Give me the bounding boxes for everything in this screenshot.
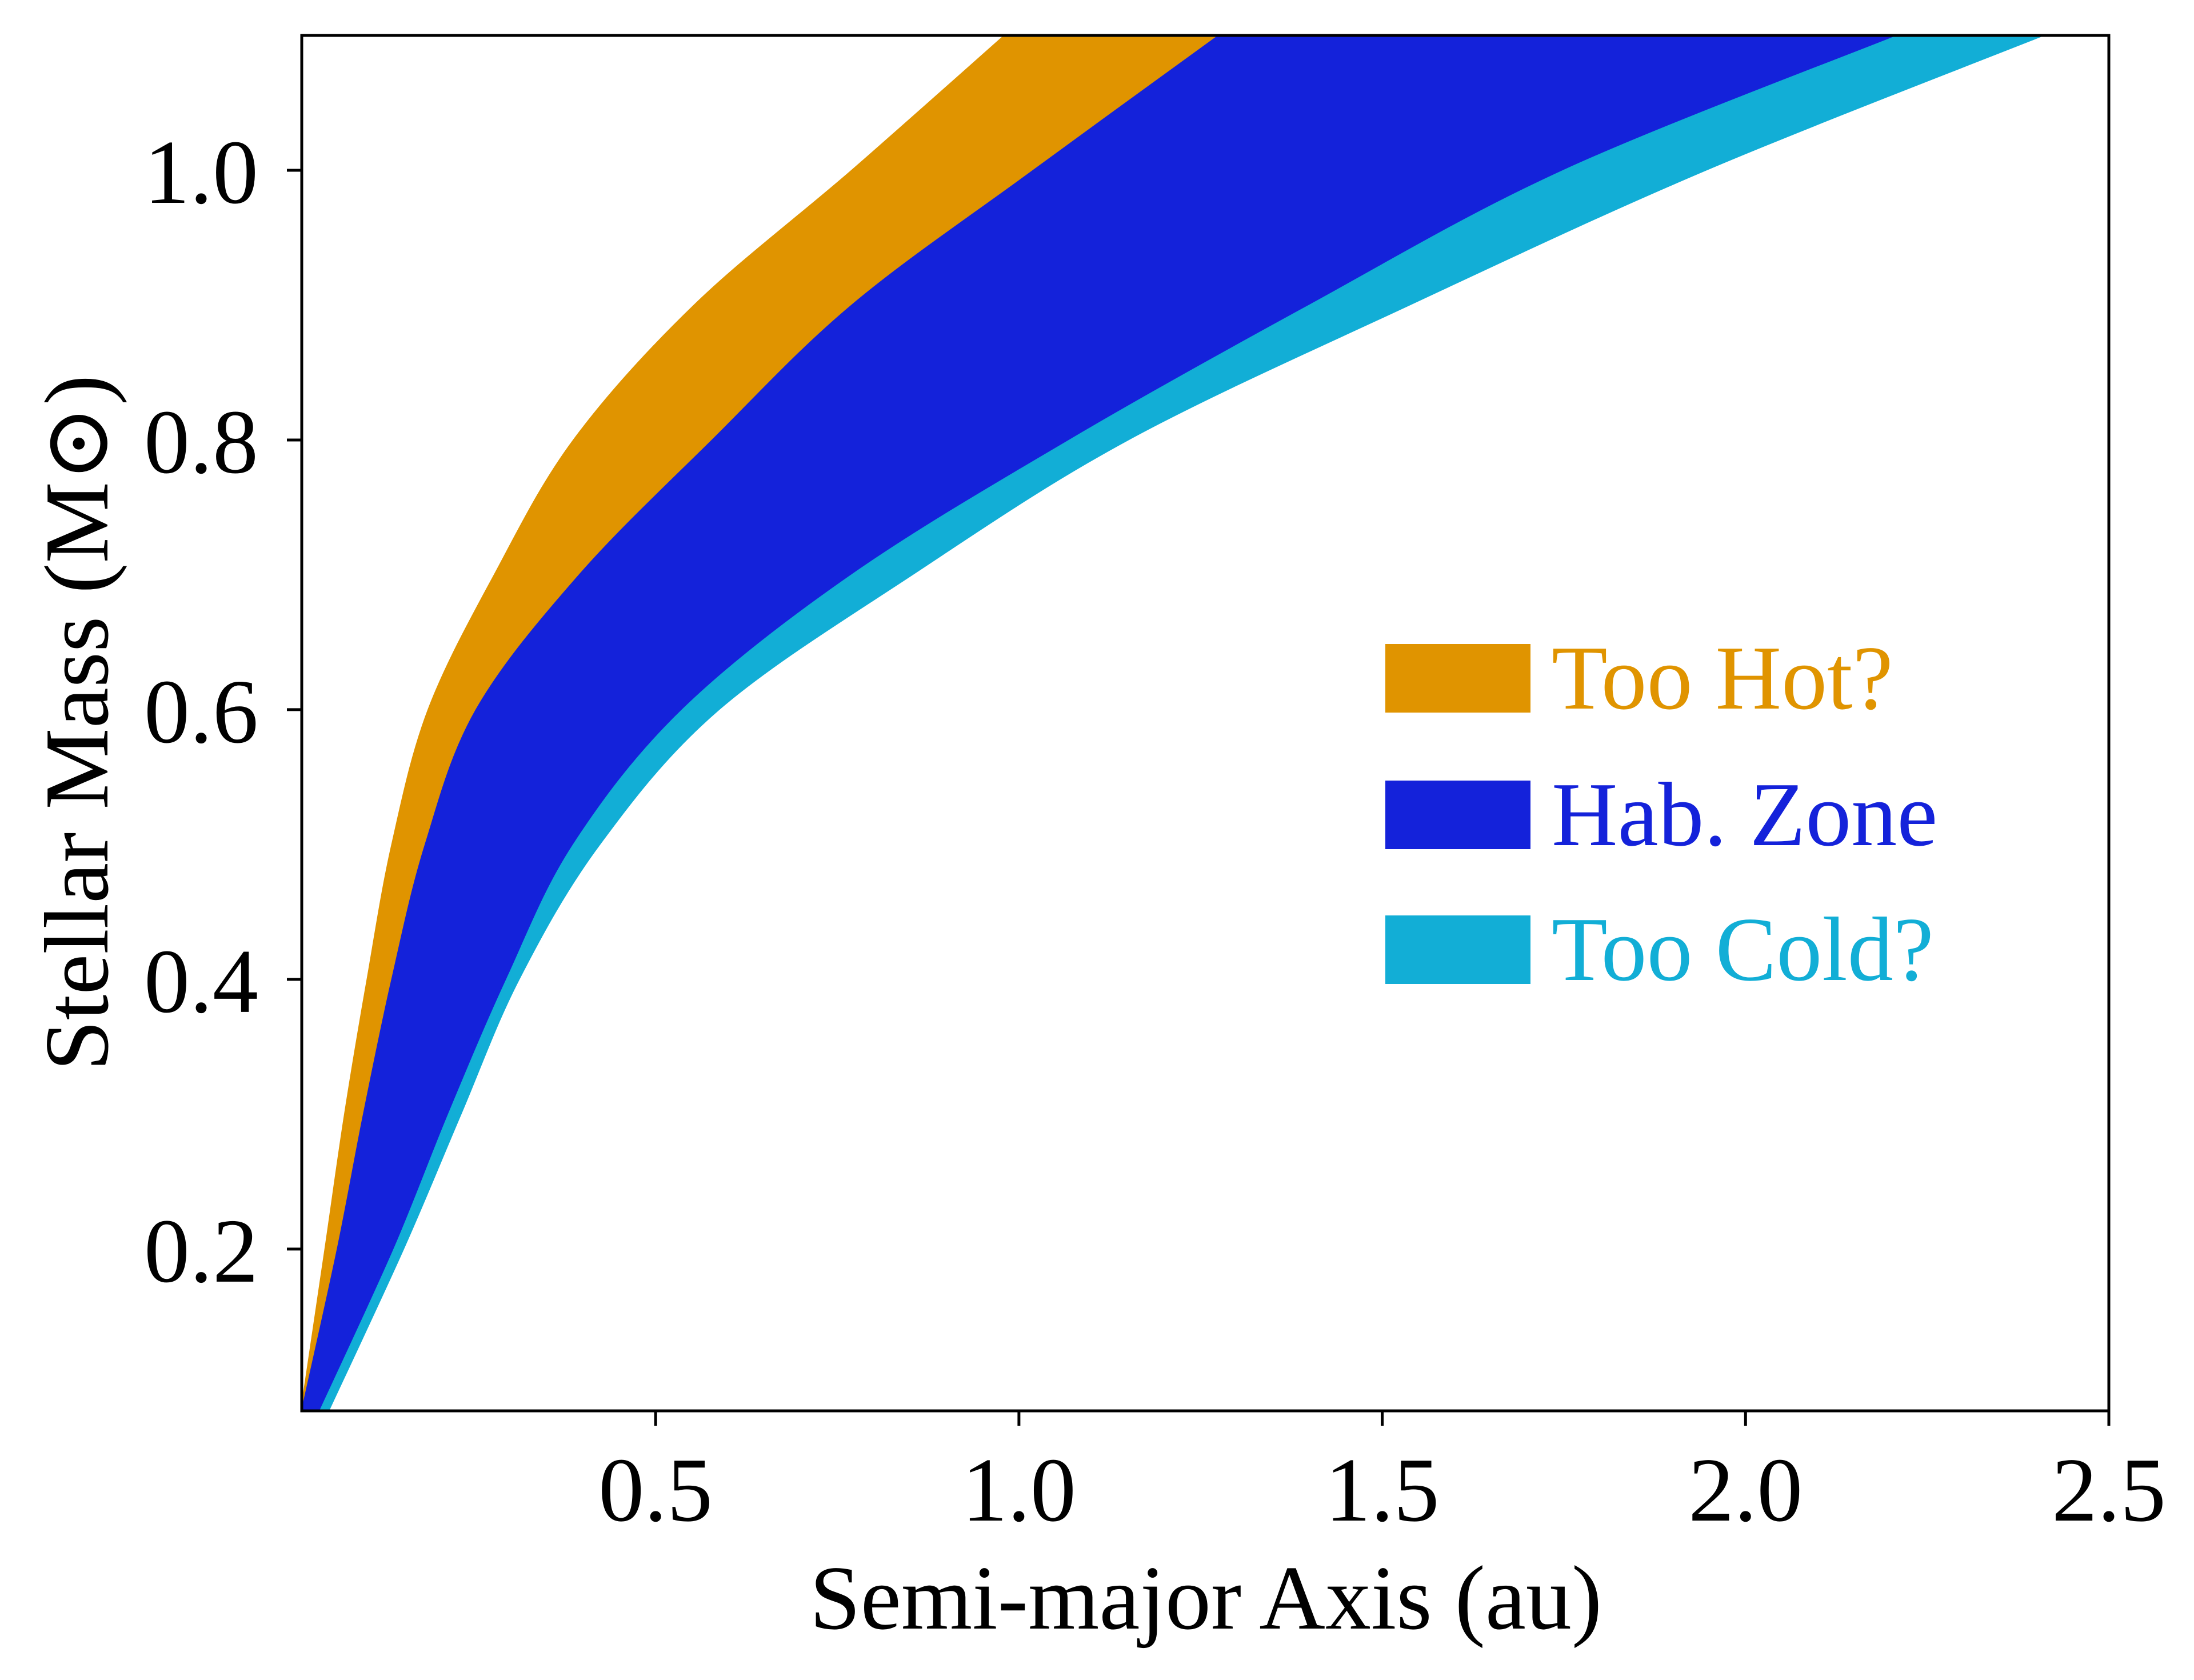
x-axis-ticks: 0.5 1.0 1.5 2.0 2.5 [598,1411,2166,1541]
x-axis-label: Semi-major Axis (au) [810,1547,1602,1649]
band-too-cold [319,35,2044,1411]
legend-item: Hab. Zone [1385,763,1937,865]
legend-swatch [1385,781,1530,849]
y-axis-label: Stellar Mass (M⊙) [26,375,127,1071]
x-tick-label: 2.0 [1688,1439,1803,1541]
bands [302,35,2044,1411]
y-tick-label: 0.4 [144,930,258,1032]
y-tick-label: 0.8 [144,391,258,493]
legend-label: Hab. Zone [1552,763,1937,865]
y-tick-label: 0.2 [144,1200,258,1302]
legend-label: Too Cold? [1552,898,1934,1000]
y-tick-label: 1.0 [144,121,258,223]
x-tick-label: 2.5 [2052,1439,2166,1541]
legend-label: Too Hot? [1552,627,1893,729]
y-axis-ticks: 0.2 0.4 0.6 0.8 1.0 [144,121,302,1302]
plot-frame [300,34,2111,1413]
legend-swatch [1385,915,1530,984]
legend-item: Too Cold? [1385,898,1934,1000]
x-tick-label: 0.5 [598,1439,713,1541]
y-tick-label: 0.6 [144,661,258,762]
legend: Too Hot? Hab. Zone Too Cold? [1385,627,1937,1000]
x-tick-label: 1.5 [1325,1439,1440,1541]
x-tick-label: 1.0 [962,1439,1076,1541]
legend-swatch [1385,644,1530,713]
legend-item: Too Hot? [1385,627,1893,729]
